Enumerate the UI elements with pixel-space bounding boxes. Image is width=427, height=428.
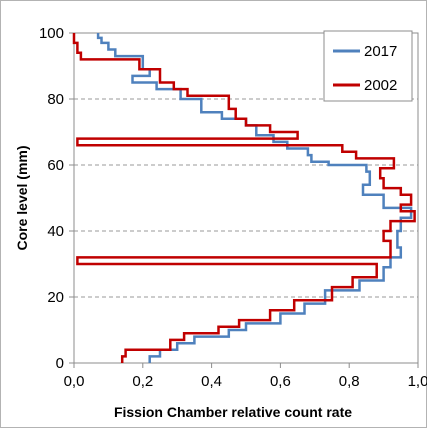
x-tick-label: 0,4 [201, 373, 222, 390]
x-tick-label: 0,2 [132, 373, 153, 390]
series-line-2002 [72, 33, 416, 363]
series-lines [72, 33, 416, 363]
plot-area [73, 32, 419, 364]
x-axis-ticks: 0,0 0,2 0,4 0,6 0,8 1,0 [64, 363, 427, 390]
legend-label-2002: 2002 [364, 77, 397, 94]
y-tick-label: 20 [47, 289, 64, 306]
y-tick-label: 0 [56, 355, 64, 372]
legend: 2017 2002 [323, 30, 413, 102]
y-tick-label: 80 [47, 91, 64, 108]
x-axis-title: Fission Chamber relative count rate [114, 404, 352, 420]
y-axis-title: Core level (mm) [14, 145, 30, 250]
legend-label-2017: 2017 [364, 43, 397, 60]
series-line-2017 [96, 33, 413, 363]
x-tick-label: 0,0 [64, 373, 85, 390]
y-tick-label: 60 [47, 157, 64, 174]
y-axis-ticks: 0 20 40 60 80 100 [39, 25, 74, 372]
legend-box [323, 30, 413, 102]
gridlines [74, 98, 418, 298]
x-tick-label: 0,8 [339, 373, 360, 390]
y-tick-label: 40 [47, 223, 64, 240]
x-tick-label: 0,6 [270, 373, 291, 390]
y-tick-label: 100 [39, 25, 64, 42]
x-tick-label: 1,0 [408, 373, 427, 390]
